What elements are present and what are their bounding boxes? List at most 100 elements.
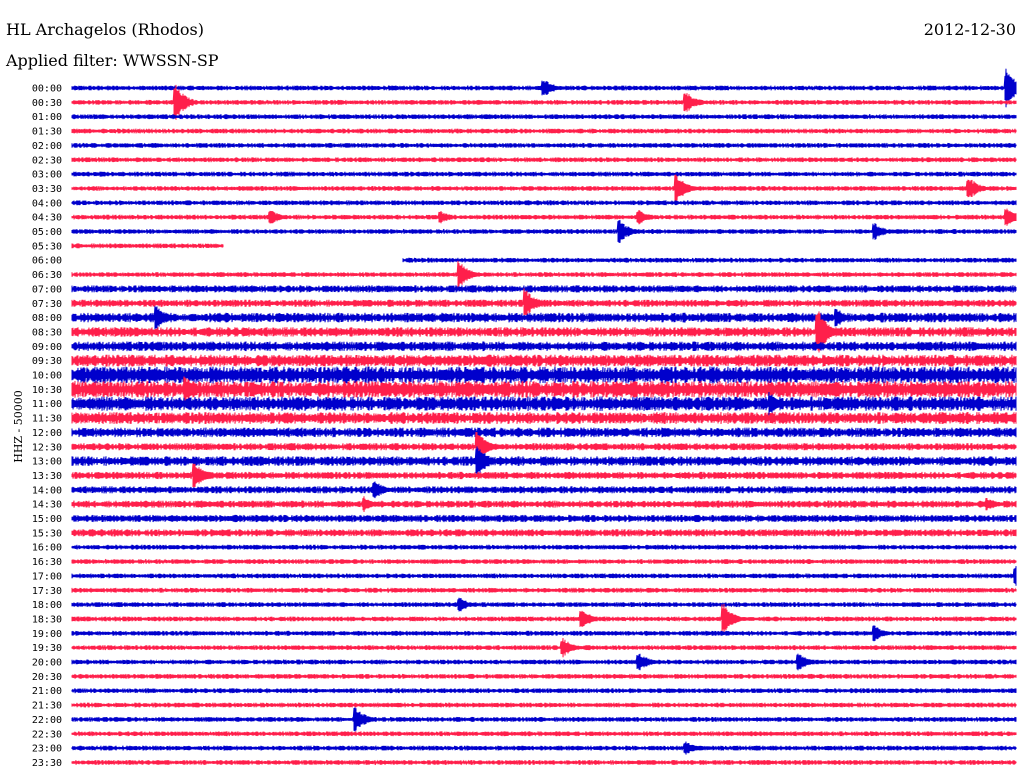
trace-line [71, 496, 1017, 513]
trace-line [71, 463, 1017, 488]
time-tick-label: 08:30 [32, 327, 62, 338]
trace-line [71, 174, 1017, 203]
time-tick-label: 21:30 [32, 701, 62, 712]
trace-line [71, 199, 1017, 206]
time-tick-label: 15:30 [32, 528, 62, 539]
time-tick-label: 14:30 [32, 500, 62, 511]
time-tick-label: 13:00 [32, 457, 62, 468]
time-tick-label: 13:30 [32, 471, 62, 482]
time-tick-label: 02:30 [32, 155, 62, 166]
trace-line [71, 260, 1017, 289]
time-tick-label: 10:30 [32, 385, 62, 396]
trace-line [71, 597, 1017, 612]
trace-line [71, 376, 1017, 403]
time-tick-label: 07:00 [32, 284, 62, 295]
trace-line [71, 412, 1017, 425]
trace-line [71, 341, 1017, 352]
time-tick-label: 19:00 [32, 629, 62, 640]
trace-line [71, 481, 1017, 499]
time-tick-label: 17:00 [32, 571, 62, 582]
record-date: 2012-12-30 [923, 20, 1016, 39]
trace-line [71, 673, 1017, 680]
trace-line [71, 603, 1017, 634]
time-tick-label: 17:30 [32, 586, 62, 597]
filter-label: Applied filter: WWSSN-SP [6, 51, 219, 70]
time-tick-label: 08:00 [32, 313, 62, 324]
trace-line [71, 68, 1017, 108]
time-tick-label: 02:00 [32, 141, 62, 152]
time-tick-label: 20:30 [32, 672, 62, 683]
trace-line [71, 558, 1017, 565]
trace-line [71, 741, 1017, 755]
trace-line [71, 391, 1017, 416]
trace-line [71, 84, 1017, 120]
trace-line [71, 285, 1017, 293]
trace-line [71, 288, 1017, 319]
time-tick-label: 23:00 [32, 744, 62, 755]
trace-line [71, 687, 1017, 694]
trace-line [71, 354, 1017, 367]
trace-line [71, 208, 1017, 226]
time-tick-label: 01:30 [32, 127, 62, 138]
trace-line [71, 653, 1017, 671]
trace-line [71, 566, 1017, 586]
trace-line [71, 730, 1017, 737]
time-tick-label: 05:00 [32, 227, 62, 238]
trace-line [71, 514, 1017, 523]
time-tick-label: 06:30 [32, 270, 62, 281]
trace-line [71, 311, 1017, 353]
trace-line [71, 427, 1017, 438]
trace-line [71, 305, 1017, 330]
time-tick-label: 04:30 [32, 213, 62, 224]
time-tick-label: 10:00 [32, 371, 62, 382]
time-tick-label: 19:30 [32, 643, 62, 654]
trace-line [71, 128, 1017, 134]
trace-line [71, 171, 1017, 178]
time-tick-label: 12:00 [32, 428, 62, 439]
time-tick-label: 03:30 [32, 184, 62, 195]
trace-line [71, 156, 1017, 163]
trace-line [71, 113, 1017, 120]
time-tick-label: 03:00 [32, 170, 62, 181]
trace-line [71, 529, 1017, 537]
time-tick-label: 00:00 [32, 84, 62, 95]
time-tick-label: 06:00 [32, 256, 62, 267]
trace-line [71, 366, 1017, 384]
time-tick-label: 07:30 [32, 299, 62, 310]
trace-line [402, 257, 1017, 264]
trace-line [71, 625, 1017, 642]
time-tick-label: 11:30 [32, 414, 62, 425]
time-tick-label: 09:30 [32, 356, 62, 367]
time-tick-label: 01:00 [32, 112, 62, 123]
time-tick-label: 16:00 [32, 543, 62, 554]
trace-line [71, 243, 224, 249]
trace-line [71, 587, 1017, 594]
time-tick-label: 00:30 [32, 98, 62, 109]
time-tick-label: 12:30 [32, 442, 62, 453]
time-tick-label: 09:00 [32, 342, 62, 353]
time-tick-label: 14:00 [32, 485, 62, 496]
time-tick-label: 22:30 [32, 729, 62, 740]
time-tick-label: 05:30 [32, 241, 62, 252]
time-tick-label: 18:30 [32, 614, 62, 625]
time-tick-label: 23:30 [32, 758, 62, 769]
station-title: HL Archagelos (Rhodos) [6, 20, 204, 39]
time-tick-label: 04:00 [32, 198, 62, 209]
time-tick-label: 22:00 [32, 715, 62, 726]
time-tick-label: 20:00 [32, 658, 62, 669]
trace-line [71, 544, 1017, 551]
trace-line [71, 142, 1017, 149]
time-tick-label: 11:00 [32, 399, 62, 410]
trace-line [71, 431, 1017, 462]
trace-line [71, 637, 1017, 658]
time-tick-label: 21:00 [32, 686, 62, 697]
time-tick-label: 18:00 [32, 600, 62, 611]
time-tick-label: 16:30 [32, 557, 62, 568]
trace-line [71, 702, 1017, 708]
trace-line [71, 220, 1017, 243]
trace-line [71, 707, 1017, 732]
time-tick-label: 15:00 [32, 514, 62, 525]
trace-line [71, 446, 1017, 476]
trace-line [71, 759, 1017, 766]
